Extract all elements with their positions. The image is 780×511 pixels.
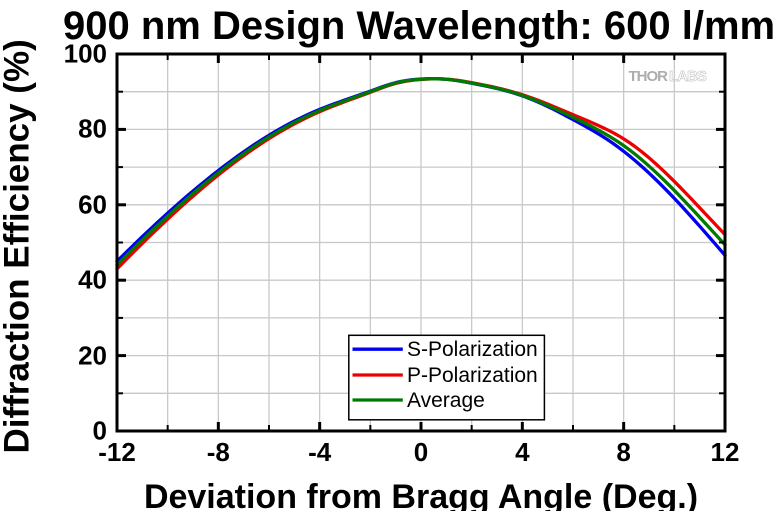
svg-text:LABS: LABS — [669, 68, 707, 85]
svg-text:THOR: THOR — [629, 68, 669, 85]
